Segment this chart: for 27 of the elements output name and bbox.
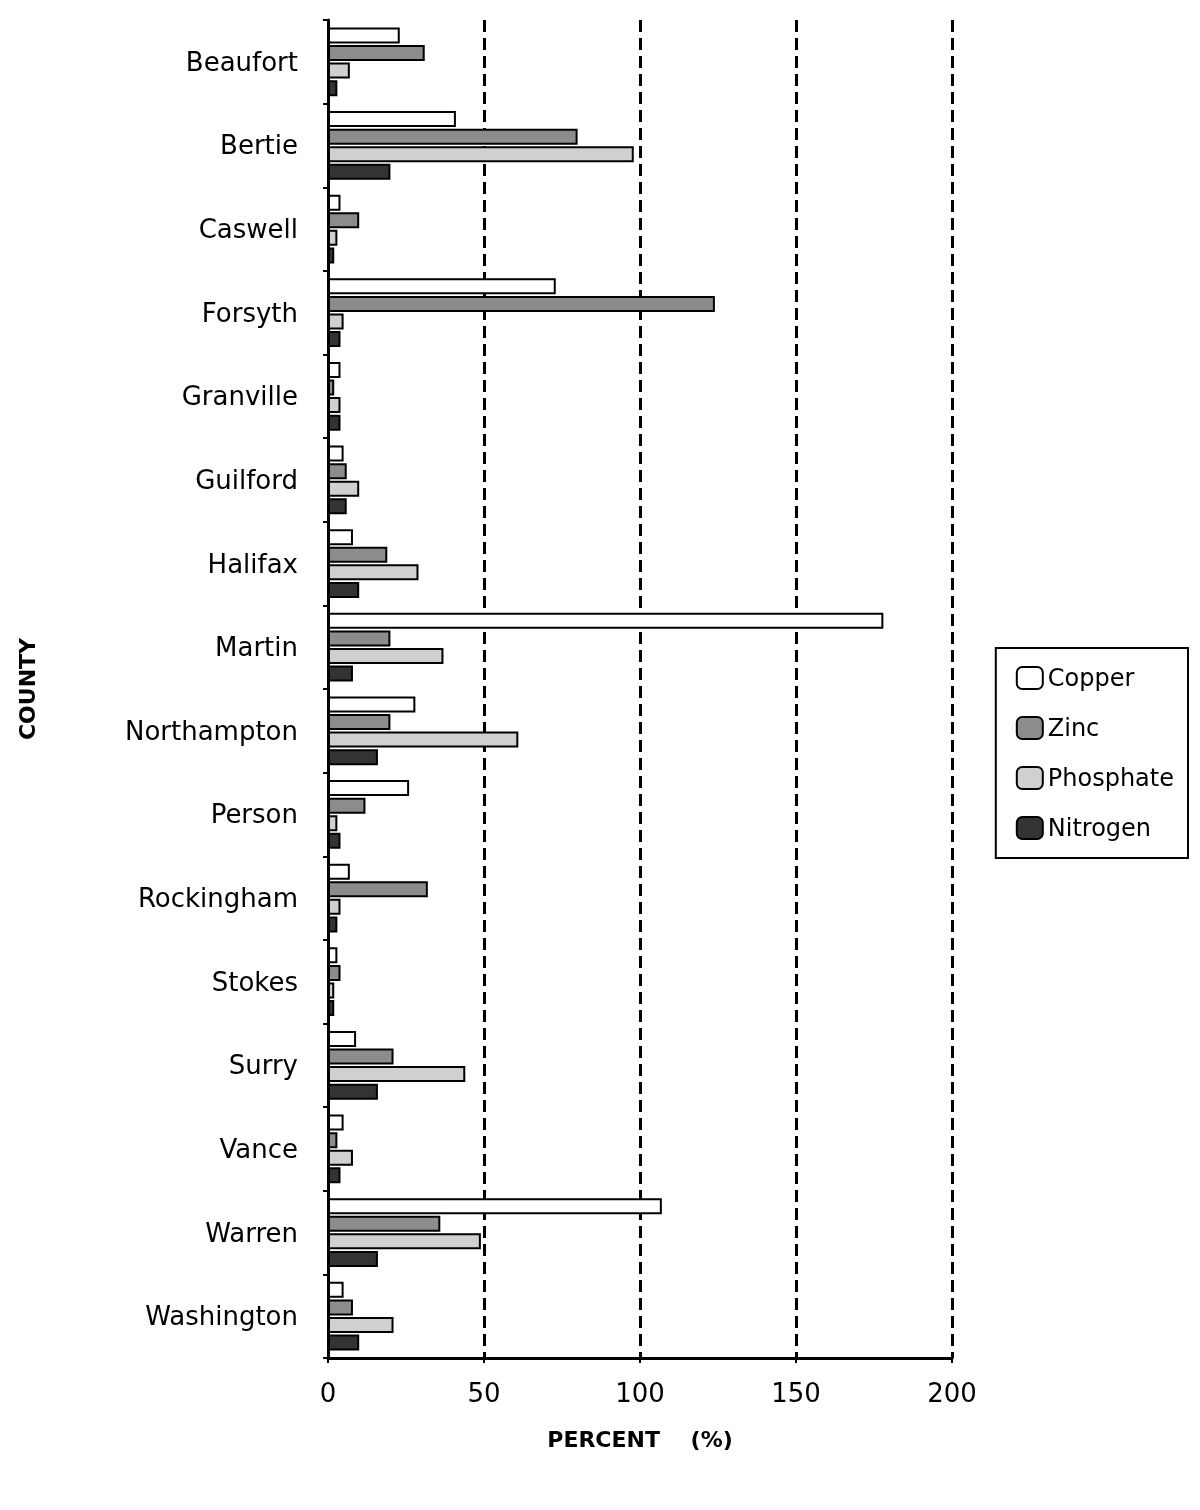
- y-tick-label: Person: [210, 799, 298, 830]
- y-tick-label: Bertie: [220, 130, 298, 161]
- y-tick-label: Martin: [215, 632, 298, 663]
- x-axis-title: PERCENT (%): [547, 1426, 733, 1452]
- x-tick-label: 150: [771, 1378, 821, 1408]
- legend-label: Copper: [1047, 664, 1135, 692]
- x-tick-label: 200: [927, 1378, 977, 1408]
- y-tick-label: Northampton: [124, 715, 298, 746]
- y-tick-label: Washington: [145, 1301, 298, 1332]
- x-tick-label: 100: [615, 1378, 665, 1408]
- y-tick-label: Warren: [205, 1217, 298, 1248]
- y-tick-label: Surry: [228, 1050, 298, 1081]
- legend-label: Phosphate: [1047, 764, 1174, 792]
- y-tick-label: Beaufort: [185, 46, 298, 77]
- y-tick-label: Forsyth: [201, 297, 298, 328]
- y-axis-title: COUNTY: [14, 636, 40, 741]
- legend-label: Nitrogen: [1047, 814, 1152, 842]
- y-tick-label: Guilford: [195, 464, 298, 495]
- y-tick-label: Caswell: [198, 214, 298, 245]
- y-tick-label: Stokes: [211, 966, 298, 997]
- y-tick-label: Vance: [219, 1133, 298, 1164]
- y-tick-label: Rockingham: [137, 883, 298, 914]
- legend-label: Zinc: [1047, 714, 1100, 742]
- x-tick-label: 0: [319, 1378, 337, 1408]
- x-tick-label: 50: [467, 1378, 501, 1408]
- y-tick-label: Granville: [181, 381, 298, 412]
- y-tick-label: Halifax: [207, 548, 298, 579]
